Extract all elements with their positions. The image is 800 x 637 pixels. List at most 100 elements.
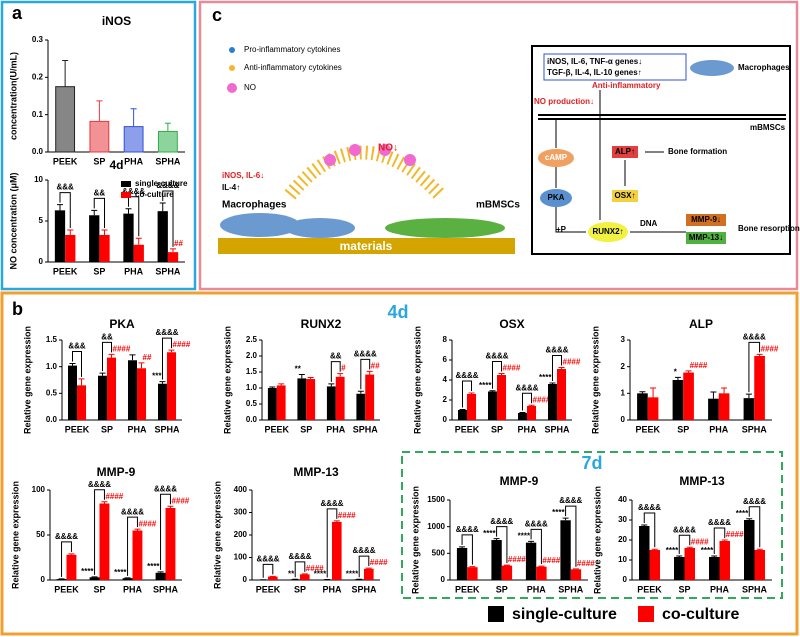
error-bar [366,370,373,375]
x-tick-label: PHA [322,584,342,594]
x-tick-label: SPHA [742,424,768,434]
error-bar [134,528,141,531]
node [612,190,638,202]
bracket [59,192,71,229]
bar [467,394,476,420]
bar [467,567,478,580]
y-tick-label: 200 [234,530,248,539]
label: ALP↑ [615,147,635,156]
significance-label: #### [726,530,744,539]
x-tick-label: PEEK [256,584,281,594]
bar [647,397,659,420]
x-tick-label: PEEK [264,424,289,434]
bar [167,352,176,420]
legend-swatch [638,606,654,622]
y-tick-label: 400 [234,485,248,494]
legend-swatch [121,192,131,198]
bar [132,530,143,580]
bar [491,540,502,580]
error-bar [674,376,681,380]
significance-label: **** [114,568,127,577]
y-tick-label: 10 [34,175,43,184]
x-tick-label: PHA [710,584,730,594]
label: TGF-β, IL-4, IL-10 genes↑ [547,68,642,77]
y-tick-label: 50 [36,530,45,539]
no [324,154,336,166]
material [218,238,515,254]
significance-label: #### [138,519,156,528]
bracket [262,563,274,578]
y-axis-label: Relative gene expression [22,326,32,434]
error-bar [125,208,132,214]
x-tick-label: PHA [517,424,537,434]
x-tick-label: SP [93,266,105,276]
node [588,222,628,242]
label: PKA [548,193,565,202]
error-bar [130,108,137,127]
y-tick-label: 0.0 [246,415,258,424]
y-tick-label: 0.1 [32,110,44,119]
y-axis-label: Relative gene expression [222,326,232,434]
chart-title: PKA [109,317,135,331]
y-tick-label: 4 [443,375,448,384]
legend-text: Anti-inflammatory cytokines [244,63,342,72]
bracket [93,197,106,229]
error-bar [328,383,335,387]
significance-label: #### [761,345,779,354]
error-bar [756,353,763,356]
chart-title: iNOS [102,14,131,28]
error-bar [99,372,106,376]
y-tick-label: 0 [443,415,448,424]
chart-title: MMP-9 [97,465,136,479]
significance-label: **** [539,373,552,382]
y-tick-label: 10 [618,555,627,564]
error-bar [710,391,717,399]
bar [557,369,566,420]
panel-label: c [212,5,222,25]
no [349,144,361,156]
macrophage [285,218,355,238]
significance-label: #### [173,340,191,349]
error-bar [676,555,683,557]
y-tick-label: 0 [623,575,628,584]
error-bar [135,237,142,245]
bracket [643,512,656,548]
illustration: Pro-inflammatory cytokines Anti-inflamma… [218,45,520,254]
bar [743,398,755,420]
bracket [102,341,112,372]
bracket [326,508,338,578]
significance-label: #### [563,358,581,367]
legend-label: co-culture [662,606,739,623]
bar [672,380,684,420]
y-axis-label: concentration(U/mL) [8,52,18,140]
legend-label: single-culture [135,179,188,188]
y-tick-label: 5 [39,216,44,225]
bar [527,406,536,420]
bar [137,368,146,420]
significance-label: #### [503,364,521,373]
cytokine-arc [284,145,446,200]
bar [497,375,506,420]
bracket [462,380,472,408]
bracket-label: &&&& [456,525,479,534]
y-axis-label: Relative gene expression [592,486,602,594]
significance-label: ** [288,569,295,578]
label: iNOS, IL-6, TNF-α genes↓ [547,57,642,66]
error-bar [168,349,175,353]
label: RUNX2↑ [592,227,623,236]
bracket-label: &&&& [525,519,548,528]
chart-title: MMP-13 [293,465,339,479]
significance-label: #### [542,556,560,565]
error-bar [365,567,372,569]
bracket-label: &&&& [743,333,766,342]
y-tick-label: 1.0 [46,362,58,371]
error-bar [686,546,693,548]
bracket-label: &&& [68,342,86,351]
error-bar [528,404,535,406]
error-bar [562,517,569,521]
bar [89,215,100,262]
y-axis-label: Relative gene expression [412,326,422,434]
panel-b-frame [0,291,799,636]
bar [128,360,137,420]
error-bar [108,353,115,358]
